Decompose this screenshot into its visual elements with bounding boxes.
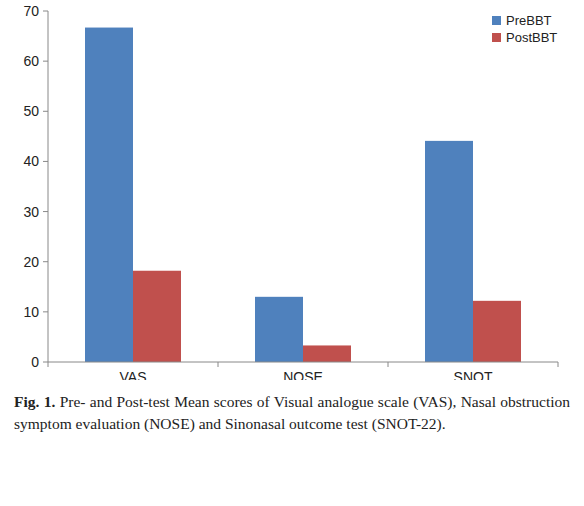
x-axis [48, 362, 558, 363]
x-tick-label: SNOT [454, 369, 493, 380]
legend-swatch [492, 16, 501, 25]
x-tick-label: NOSE [283, 369, 323, 380]
y-tick [43, 111, 48, 112]
y-tick [43, 61, 48, 62]
y-axis [48, 11, 49, 362]
y-tick [43, 161, 48, 162]
bar [255, 297, 303, 362]
y-tick-label: 10 [23, 304, 39, 320]
y-tick [43, 362, 48, 363]
y-tick [43, 11, 48, 12]
y-tick-label: 70 [23, 3, 39, 19]
caption-text: Pre- and Post-test Mean scores of Visual… [14, 393, 570, 432]
bars [85, 28, 521, 362]
bar [133, 271, 181, 362]
y-tick-label: 20 [23, 254, 39, 270]
y-tick-label: 30 [23, 204, 39, 220]
x-tick [558, 362, 559, 367]
legend-label: PreBBT [506, 13, 552, 28]
legend-label: PostBBT [506, 30, 557, 45]
y-tick-label: 60 [23, 53, 39, 69]
x-tick [388, 362, 389, 367]
bar [303, 345, 351, 362]
y-tick-label: 40 [23, 153, 39, 169]
bar [85, 28, 133, 362]
bar [473, 301, 521, 362]
x-tick-label: VAS [120, 369, 147, 380]
legend-swatch [492, 33, 501, 42]
caption: Fig. 1. Pre- and Post-test Mean scores o… [14, 391, 570, 435]
bar [425, 141, 473, 362]
chart: 0 10 20 30 40 50 60 70 VAS NOSE SNOT PreBBT PostBBT [0, 0, 584, 380]
x-tick [218, 362, 219, 367]
x-tick [48, 362, 49, 367]
y-tick-label: 0 [31, 354, 39, 370]
y-tick [43, 211, 48, 212]
y-tick [43, 311, 48, 312]
figure-label: Fig. 1. [14, 393, 55, 410]
y-tick [43, 261, 48, 262]
y-tick-label: 50 [23, 103, 39, 119]
